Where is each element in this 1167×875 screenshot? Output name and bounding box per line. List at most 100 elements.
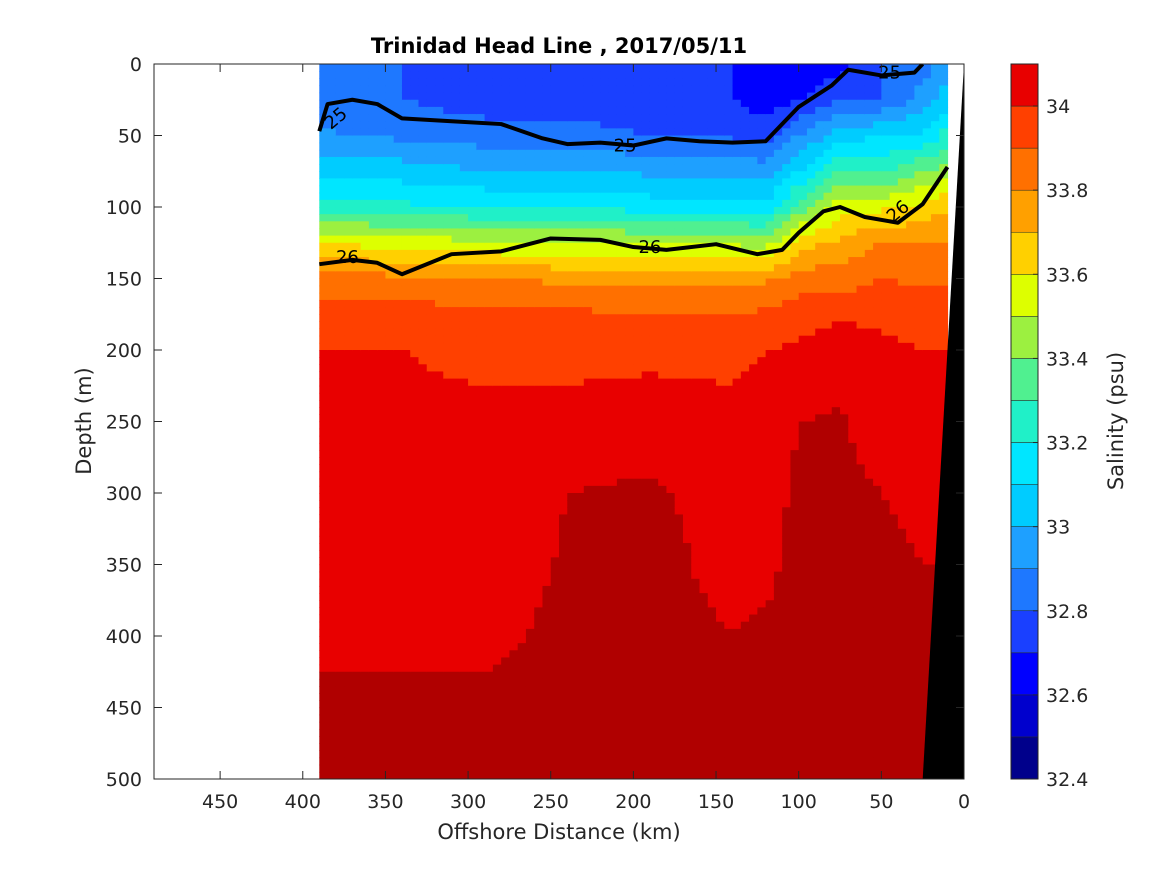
salinity-cell [691, 557, 701, 566]
salinity-cell [724, 71, 734, 79]
salinity-cell [625, 421, 634, 430]
salinity-cell [492, 771, 502, 779]
salinity-cell [716, 128, 725, 137]
salinity-cell [410, 707, 420, 716]
salinity-cell [542, 178, 552, 187]
salinity-cell [525, 593, 535, 601]
salinity-cell [592, 521, 601, 530]
salinity-cell [583, 71, 593, 79]
salinity-cell [451, 371, 461, 380]
salinity-cell [707, 707, 717, 716]
salinity-cell [451, 643, 461, 651]
salinity-cell [592, 435, 601, 444]
salinity-cell [426, 607, 436, 616]
salinity-cell [724, 442, 734, 451]
salinity-cell [674, 721, 684, 730]
salinity-cell [344, 357, 353, 365]
salinity-cell [410, 407, 420, 415]
salinity-cell [567, 628, 577, 637]
salinity-cell [641, 507, 651, 516]
salinity-cell [435, 435, 444, 444]
salinity-cell [633, 257, 643, 265]
salinity-cell [575, 128, 585, 137]
salinity-cell [393, 707, 403, 716]
salinity-cell [344, 721, 353, 730]
salinity-cell [583, 707, 593, 716]
salinity-cell [625, 557, 634, 566]
salinity-cell [459, 228, 469, 237]
salinity-cell [377, 106, 387, 115]
salinity-cell [716, 328, 725, 337]
salinity-cell [327, 621, 337, 630]
salinity-cell [682, 771, 692, 779]
salinity-cell [707, 378, 717, 387]
salinity-cell [699, 192, 709, 201]
salinity-cell [567, 593, 577, 601]
salinity-cell [559, 64, 568, 72]
salinity-cell [674, 514, 684, 523]
salinity-cell [707, 364, 717, 373]
salinity-cell [649, 764, 659, 773]
salinity-cell [724, 721, 734, 730]
salinity-cell [616, 578, 626, 587]
salinity-cell [716, 686, 725, 694]
salinity-cell [649, 207, 659, 215]
salinity-cell [600, 221, 610, 230]
salinity-cell [509, 700, 519, 709]
salinity-cell [592, 514, 601, 523]
salinity-cell [542, 464, 552, 473]
salinity-cell [641, 99, 651, 108]
salinity-cell [592, 628, 601, 637]
salinity-cell [525, 721, 535, 730]
salinity-cell [484, 686, 494, 694]
salinity-cell [426, 328, 436, 337]
salinity-cell [468, 485, 477, 494]
salinity-cell [335, 342, 345, 351]
salinity-cell [666, 199, 676, 208]
salinity-cell [352, 764, 362, 773]
salinity-cell [559, 128, 568, 137]
salinity-cell [344, 593, 353, 601]
salinity-cell [360, 364, 370, 373]
salinity-cell [600, 757, 610, 766]
salinity-cell [459, 185, 469, 194]
salinity-cell [418, 650, 428, 659]
salinity-cell [385, 507, 395, 516]
salinity-cell [682, 557, 692, 566]
salinity-cell [592, 292, 601, 301]
salinity-cell [327, 421, 337, 430]
salinity-cell [459, 414, 469, 423]
salinity-cell [666, 628, 676, 637]
salinity-cell [583, 578, 593, 587]
salinity-cell [691, 714, 701, 723]
salinity-cell [649, 214, 659, 222]
salinity-cell [468, 643, 477, 651]
salinity-cell [319, 299, 329, 308]
salinity-cell [435, 564, 444, 573]
salinity-cell [542, 85, 552, 94]
salinity-cell [335, 764, 345, 773]
salinity-cell [658, 106, 668, 115]
salinity-cell [707, 106, 717, 115]
salinity-cell [501, 221, 511, 230]
salinity-cell [707, 671, 717, 680]
salinity-cell [352, 92, 362, 101]
salinity-cell [377, 171, 387, 179]
salinity-cell [327, 771, 337, 779]
salinity-cell [542, 671, 552, 680]
salinity-cell [600, 707, 610, 716]
salinity-cell [393, 228, 403, 237]
salinity-cell [616, 128, 626, 137]
salinity-cell [401, 156, 411, 165]
salinity-cell [501, 650, 511, 659]
salinity-cell [608, 285, 618, 294]
salinity-cell [707, 271, 717, 280]
salinity-cell [674, 528, 684, 537]
salinity-cell [542, 550, 552, 558]
salinity-cell [699, 342, 709, 351]
salinity-cell [352, 328, 362, 337]
salinity-cell [327, 643, 337, 651]
salinity-cell [344, 271, 353, 280]
salinity-cell [716, 607, 725, 616]
salinity-cell [559, 736, 568, 744]
